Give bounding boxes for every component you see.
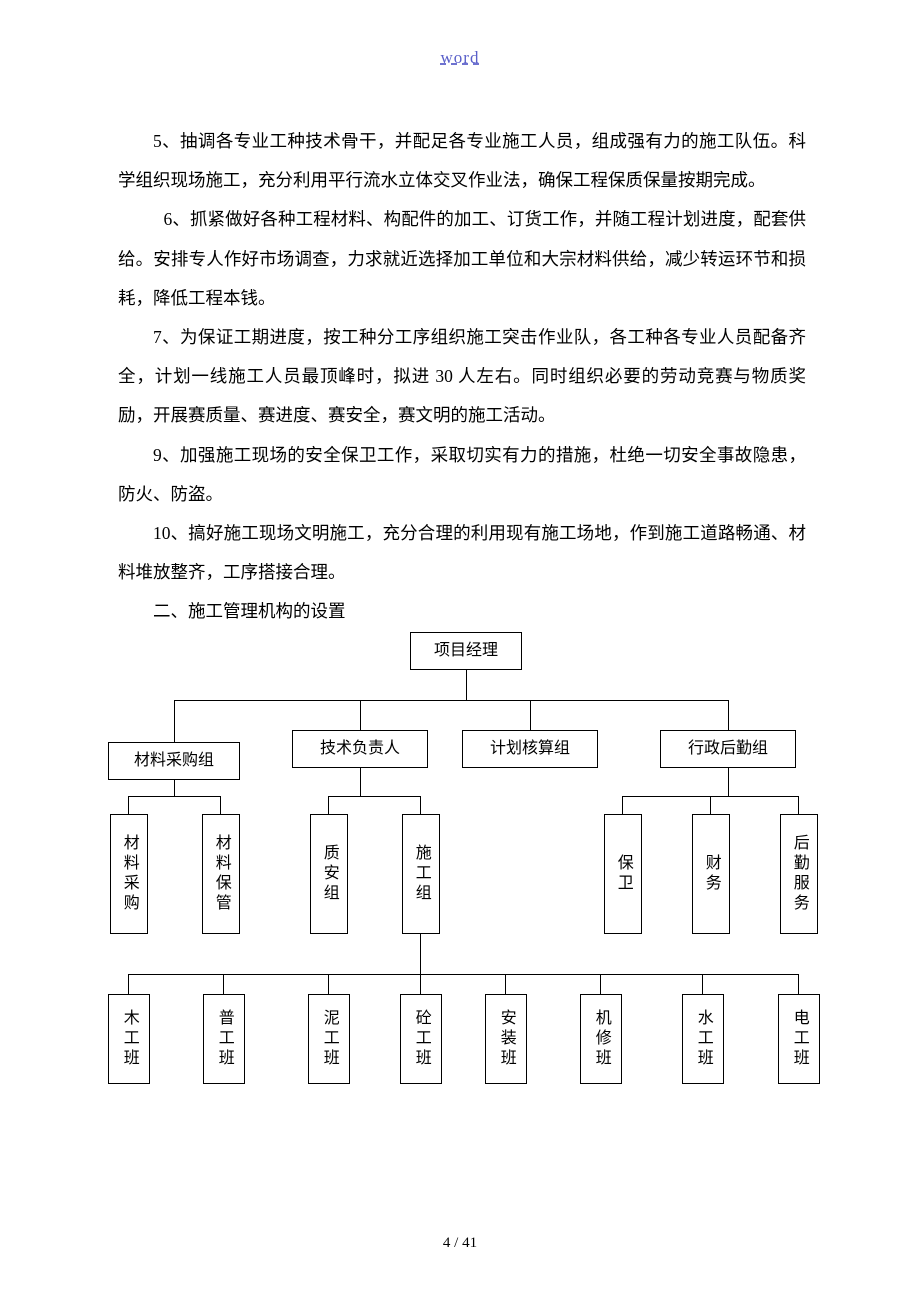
connector (220, 796, 221, 814)
node-l3a2: 材料保管 (202, 814, 240, 934)
node-l3b2-label: 施工组 (410, 844, 432, 904)
connector (530, 700, 531, 730)
para-section2: 二、施工管理机构的设置 (118, 592, 806, 631)
node-l3b1-label: 质安组 (318, 844, 340, 904)
node-l4-7: 水工班 (682, 994, 724, 1084)
connector (360, 768, 361, 796)
node-l4-8-label: 电工班 (788, 1009, 810, 1069)
node-l3d3-label: 后勤服务 (788, 834, 810, 914)
node-l2a-label: 材料采购组 (134, 750, 214, 772)
connector (798, 796, 799, 814)
body-text: 5、抽调各专业工种技术骨干，并配足各专业施工人员，组成强有力的施工队伍。科学组织… (118, 122, 806, 631)
node-l2d: 行政后勤组 (660, 730, 796, 768)
node-l4-6: 机修班 (580, 994, 622, 1084)
node-l3b1: 质安组 (310, 814, 348, 934)
node-l2b-label: 技术负责人 (320, 738, 400, 760)
node-l2c: 计划核算组 (462, 730, 598, 768)
connector (328, 974, 329, 994)
node-l3d1-label: 保卫 (612, 854, 634, 894)
page-footer: 4 / 41 (0, 1235, 920, 1252)
connector (728, 768, 729, 796)
page-header: word (0, 48, 920, 68)
connector (174, 700, 175, 742)
node-l4-5-label: 安装班 (495, 1009, 517, 1069)
node-l2a: 材料采购组 (108, 742, 240, 780)
node-l3d2-label: 财务 (700, 854, 722, 894)
connector (174, 700, 728, 701)
node-l4-5: 安装班 (485, 994, 527, 1084)
connector (174, 780, 175, 796)
connector (420, 974, 421, 994)
para-7: 7、为保证工期进度，按工种分工序组织施工突击作业队，各工种各专业人员配备齐全，计… (118, 318, 806, 436)
node-l3a2-label: 材料保管 (210, 834, 232, 914)
node-l3d3: 后勤服务 (780, 814, 818, 934)
connector (728, 700, 729, 730)
node-l4-6-label: 机修班 (590, 1009, 612, 1069)
node-l2b: 技术负责人 (292, 730, 428, 768)
para-5: 5、抽调各专业工种技术骨干，并配足各专业施工人员，组成强有力的施工队伍。科学组织… (118, 122, 806, 200)
connector (420, 796, 421, 814)
node-l2c-label: 计划核算组 (490, 738, 570, 760)
node-l3a1: 材料采购 (110, 814, 148, 934)
connector (360, 700, 361, 730)
node-l2d-label: 行政后勤组 (688, 738, 768, 760)
node-l4-1: 木工班 (108, 994, 150, 1084)
header-title: word (441, 48, 480, 67)
connector (420, 934, 421, 974)
connector (622, 796, 623, 814)
node-l4-1-label: 木工班 (118, 1009, 140, 1069)
node-l4-2-label: 普工班 (213, 1009, 235, 1069)
connector (505, 974, 506, 994)
org-chart: 项目经理 材料采购组 技术负责人 计划核算组 行政后勤组 材料采购 材料保管 质… (110, 632, 830, 1112)
node-l3d2: 财务 (692, 814, 730, 934)
node-l4-2: 普工班 (203, 994, 245, 1084)
node-l4-4: 砼工班 (400, 994, 442, 1084)
connector (128, 974, 798, 975)
connector (128, 974, 129, 994)
node-l3d1: 保卫 (604, 814, 642, 934)
node-l3a1-label: 材料采购 (118, 834, 140, 914)
connector (328, 796, 329, 814)
page-number: 4 / 41 (443, 1235, 477, 1251)
para-9: 9、加强施工现场的安全保卫工作，采取切实有力的措施，杜绝一切安全事故隐患，防火、… (118, 436, 806, 514)
connector (702, 974, 703, 994)
para-10: 10、搞好施工现场文明施工，充分合理的利用现有施工场地，作到施工道路畅通、材料堆… (118, 514, 806, 592)
node-l3b2: 施工组 (402, 814, 440, 934)
para-6: 6、抓紧做好各种工程材料、构配件的加工、订货工作，并随工程计划进度，配套供给。安… (118, 200, 806, 318)
node-l4-8: 电工班 (778, 994, 820, 1084)
connector (710, 796, 711, 814)
node-l4-4-label: 砼工班 (410, 1009, 432, 1069)
connector (466, 670, 467, 700)
node-l4-7-label: 水工班 (692, 1009, 714, 1069)
node-l4-3-label: 泥工班 (318, 1009, 340, 1069)
connector (600, 974, 601, 994)
connector (223, 974, 224, 994)
connector (128, 796, 220, 797)
node-root-label: 项目经理 (434, 640, 498, 662)
connector (798, 974, 799, 994)
connector (128, 796, 129, 814)
connector (328, 796, 420, 797)
node-root: 项目经理 (410, 632, 522, 670)
node-l4-3: 泥工班 (308, 994, 350, 1084)
